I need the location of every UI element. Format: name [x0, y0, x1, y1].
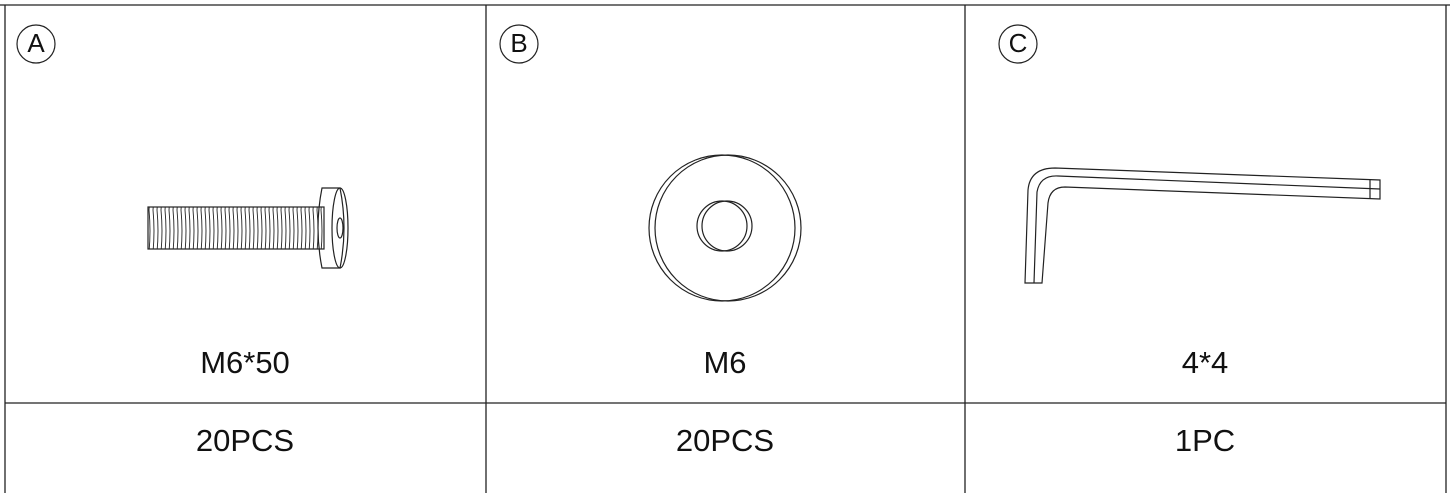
part-letter: A	[27, 28, 45, 58]
part-size: M6*50	[200, 345, 290, 380]
part-letter: C	[1009, 28, 1028, 58]
part-size: 4*4	[1182, 345, 1229, 380]
table-grid	[0, 4, 1450, 493]
part-quantity: 20PCS	[196, 423, 294, 458]
part-letter: B	[510, 28, 527, 58]
allen-key-icon	[1024, 167, 1381, 284]
screw-icon	[147, 187, 349, 269]
part-size: M6	[703, 345, 746, 380]
badge-c: C	[998, 24, 1038, 64]
part-quantity: 1PC	[1175, 423, 1235, 458]
badge-b: B	[499, 24, 539, 64]
badge-a: A	[16, 24, 56, 64]
part-quantity: 20PCS	[676, 423, 774, 458]
washer-icon	[648, 154, 802, 302]
